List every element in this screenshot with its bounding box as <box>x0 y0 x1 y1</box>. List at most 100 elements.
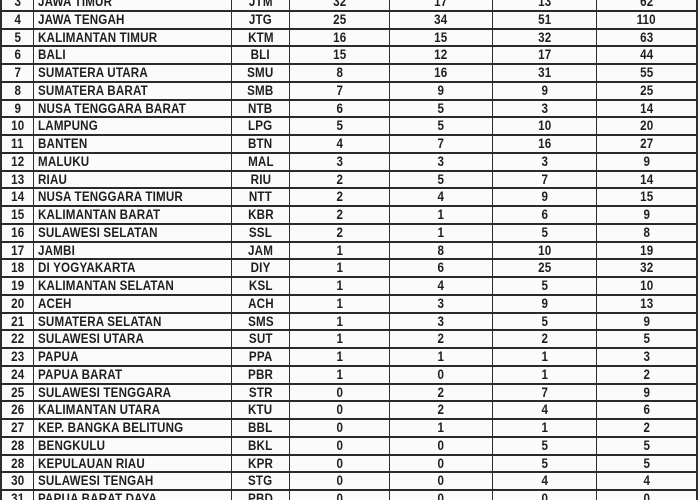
rank-cell: 28 <box>0 455 34 472</box>
province-name: RIAU <box>38 171 68 187</box>
bronze-count: 3 <box>541 100 548 116</box>
gold-cell: 0 <box>290 437 390 454</box>
rank-value: 12 <box>10 153 25 169</box>
table-row: 31 PAPUA BARAT DAYA PBD 0 0 0 0 <box>0 491 698 500</box>
bronze-cell: 3 <box>493 100 597 117</box>
bronze-cell: 7 <box>493 171 597 188</box>
total-cell: 110 <box>597 11 698 28</box>
silver-cell: 34 <box>390 11 493 28</box>
province-code: RIU <box>250 171 271 187</box>
rank-value: 24 <box>10 366 25 382</box>
province-name: SULAWESI TENGGARA <box>38 384 172 400</box>
gold-cell: 1 <box>290 366 390 383</box>
province-name: LAMPUNG <box>38 118 98 134</box>
table-row: 8 SUMATERA BARAT SMB 7 9 9 25 <box>0 82 698 101</box>
rank-value: 18 <box>10 260 25 276</box>
total-count: 25 <box>639 82 654 98</box>
total-cell: 10 <box>597 278 698 294</box>
gold-count: 1 <box>336 349 343 365</box>
silver-count: 17 <box>434 0 448 10</box>
silver-count: 8 <box>437 242 445 258</box>
silver-count: 1 <box>437 224 445 240</box>
silver-count: 2 <box>437 331 445 347</box>
total-cell: 9 <box>597 153 698 170</box>
province-cell: SUMATERA UTARA <box>34 65 232 81</box>
total-count: 4 <box>643 473 650 489</box>
province-code-cell: KTU <box>232 402 290 418</box>
gold-cell: 0 <box>290 473 390 489</box>
table-row: 24 PAPUA BARAT PBR 1 0 1 2 <box>0 366 698 385</box>
bronze-cell: 31 <box>493 65 597 81</box>
province-cell: BALI <box>34 47 232 63</box>
bronze-cell: 25 <box>493 260 597 276</box>
province-cell: PAPUA BARAT DAYA <box>34 491 232 500</box>
province-cell: SUMATERA BARAT <box>34 82 232 99</box>
gold-cell: 4 <box>290 136 390 152</box>
rank-value: 10 <box>10 118 25 134</box>
silver-count: 0 <box>437 437 445 453</box>
total-cell: 20 <box>597 118 698 134</box>
rank-cell: 18 <box>0 260 34 276</box>
rank-cell: 26 <box>0 402 34 418</box>
total-count: 44 <box>639 47 654 63</box>
province-cell: JAMBI <box>34 242 232 259</box>
province-code-cell: KTM <box>232 29 290 46</box>
table-row: 21 SUMATERA SELATAN SMS 1 3 5 9 <box>0 313 698 332</box>
table-row: 20 ACEH ACH 1 3 9 13 <box>0 295 698 314</box>
table-row: 4 JAWA TENGAH JTG 25 34 51 110 <box>0 11 698 30</box>
gold-cell: 1 <box>290 278 390 294</box>
rank-value: 25 <box>10 384 25 400</box>
gold-count: 0 <box>336 455 343 471</box>
bronze-count: 7 <box>541 171 548 187</box>
province-code: PBR <box>247 366 274 382</box>
province-code-cell: STG <box>232 473 290 489</box>
rank-value: 31 <box>10 491 25 500</box>
total-count: 2 <box>643 366 650 382</box>
bronze-count: 3 <box>541 153 548 169</box>
silver-count: 12 <box>434 47 448 63</box>
bronze-count: 7 <box>541 384 548 400</box>
gold-count: 16 <box>332 29 347 45</box>
silver-count: 2 <box>437 384 445 400</box>
province-name: KALIMANTAN UTARA <box>38 402 161 418</box>
rank-value: 15 <box>10 207 25 223</box>
silver-count: 0 <box>437 366 445 382</box>
total-cell: 2 <box>597 420 698 436</box>
province-name: BENGKULU <box>38 437 106 453</box>
rank-cell: 11 <box>0 136 34 152</box>
province-name: SUMATERA SELATAN <box>38 313 162 329</box>
rank-value: 22 <box>10 331 25 347</box>
total-count: 6 <box>643 402 650 418</box>
total-count: 32 <box>639 260 654 276</box>
province-cell: JAWA TENGAH <box>34 11 232 28</box>
province-code: PBD <box>247 491 274 500</box>
bronze-count: 4 <box>541 402 548 418</box>
province-code-cell: MAL <box>232 153 290 170</box>
province-code-cell: PBR <box>232 366 290 383</box>
silver-cell: 3 <box>390 153 493 170</box>
rank-cell: 17 <box>0 242 34 259</box>
rank-cell: 9 <box>0 100 34 117</box>
province-cell: SUMATERA SELATAN <box>34 313 232 330</box>
silver-count: 1 <box>437 207 445 223</box>
province-cell: DI YOGYAKARTA <box>34 260 232 276</box>
rank-cell: 30 <box>0 473 34 489</box>
gold-count: 25 <box>332 11 347 27</box>
silver-cell: 5 <box>390 118 493 134</box>
silver-count: 1 <box>437 420 445 436</box>
province-name: SULAWESI TENGAH <box>38 473 154 489</box>
province-cell: MALUKU <box>34 153 232 170</box>
total-cell: 3 <box>597 349 698 365</box>
silver-cell: 16 <box>390 65 493 81</box>
rank-cell: 15 <box>0 207 34 223</box>
province-code: SSL <box>248 224 273 240</box>
total-cell: 9 <box>597 313 698 330</box>
province-name: MALUKU <box>38 153 90 169</box>
province-cell: SULAWESI SELATAN <box>34 224 232 241</box>
silver-count: 5 <box>437 171 445 187</box>
province-code: JAM <box>247 242 274 258</box>
bronze-cell: 2 <box>493 331 597 347</box>
table-row: 17 JAMBI JAM 1 8 10 19 <box>0 242 698 261</box>
bronze-cell: 5 <box>493 437 597 454</box>
total-cell: 14 <box>597 171 698 188</box>
